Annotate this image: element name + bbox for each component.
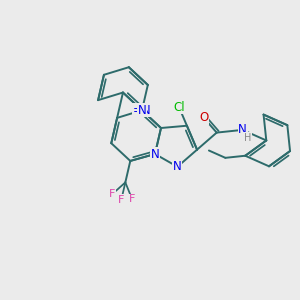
Text: N: N bbox=[151, 148, 159, 160]
Text: Cl: Cl bbox=[173, 101, 185, 114]
Text: N: N bbox=[138, 104, 146, 117]
Text: =N: =N bbox=[133, 104, 151, 117]
Text: N: N bbox=[173, 160, 182, 173]
Text: H: H bbox=[244, 133, 251, 143]
Text: F: F bbox=[118, 195, 124, 205]
Text: O: O bbox=[199, 111, 208, 124]
Text: N: N bbox=[238, 123, 247, 136]
Text: F: F bbox=[129, 194, 135, 204]
Text: F: F bbox=[109, 189, 115, 200]
